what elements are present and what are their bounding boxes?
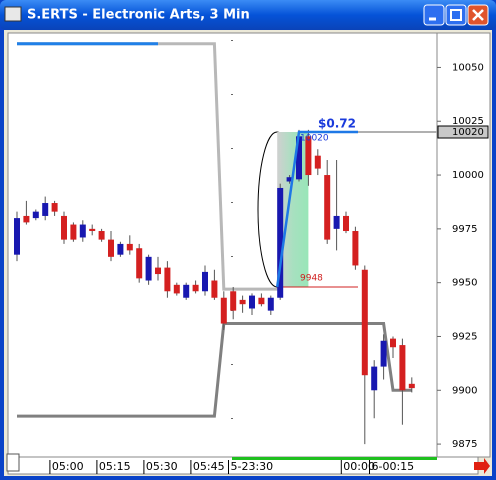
- maximize-button[interactable]: [445, 4, 467, 26]
- candle-body: [314, 155, 321, 169]
- candle-body: [390, 338, 396, 348]
- price-marker-box: [437, 125, 489, 139]
- y-tick-label: 9975: [452, 224, 477, 235]
- scroll-handle[interactable]: [6, 453, 20, 472]
- candle-body: [258, 297, 265, 305]
- y-tick-label: 9900: [452, 385, 477, 396]
- candle-body: [333, 215, 340, 229]
- y-tick-label: 10050: [452, 62, 484, 73]
- price-axis: [436, 32, 491, 458]
- candle-body: [192, 284, 199, 292]
- candle-body: [79, 224, 86, 238]
- candle-body: [239, 299, 246, 305]
- session-bar: [232, 457, 437, 460]
- price-marker-label: 10020: [452, 127, 484, 138]
- candle-body: [164, 267, 171, 292]
- window-title: S.ERTS - Electronic Arts, 3 Min: [27, 8, 250, 23]
- candle-body: [51, 203, 58, 212]
- candle-body: [117, 243, 124, 255]
- candle-body: [296, 136, 302, 180]
- candle-body: [23, 215, 30, 223]
- y-tick-label: 9875: [452, 439, 477, 450]
- y-tick-label: 10025: [452, 116, 484, 127]
- x-tick-label: 6-00:15: [372, 460, 415, 473]
- candle-body: [371, 366, 378, 391]
- candle-body: [61, 215, 67, 240]
- candle-body: [70, 224, 77, 240]
- y-tick-label: 9925: [452, 331, 477, 342]
- candle-body: [230, 291, 237, 311]
- candle-body: [136, 248, 143, 279]
- x-tick-label: 05:45: [193, 460, 225, 473]
- candle-body: [108, 239, 114, 257]
- app-icon: [4, 6, 22, 22]
- candle-body: [249, 295, 255, 309]
- candle-body: [305, 136, 312, 176]
- candle-body: [42, 203, 49, 216]
- candle-body: [98, 231, 105, 240]
- candle-body: [202, 271, 208, 292]
- candle-body: [286, 177, 293, 182]
- candle-body: [361, 269, 368, 376]
- window-buttons[interactable]: [423, 4, 489, 26]
- plot: 9875 9900 9925 9950 9975 10000 10025 10050 05:00…: [14, 42, 489, 474]
- candle-body: [183, 284, 190, 298]
- measure-high-label: 10020: [300, 134, 329, 144]
- x-tick-label: 5-23:30: [231, 460, 274, 473]
- candle-body: [145, 256, 152, 281]
- measure-low-label: 9948: [300, 273, 323, 283]
- candle-body: [220, 297, 227, 324]
- minimize-button[interactable]: [423, 4, 445, 26]
- y-tick-label: 9950: [452, 278, 477, 289]
- candle-body: [32, 211, 39, 219]
- candle-body: [399, 345, 406, 391]
- candle-body: [173, 284, 180, 294]
- y-tick-label: 10000: [452, 170, 484, 181]
- scroll-arrow[interactable]: [474, 458, 490, 474]
- x-tick-label: 00:00: [343, 460, 375, 473]
- x-tick-label: 05:15: [99, 460, 131, 473]
- measure-label: $0.72: [318, 117, 356, 131]
- candle-body: [14, 218, 20, 255]
- candle-body: [126, 243, 133, 251]
- candle-body: [277, 187, 284, 298]
- x-tick-label: 05:30: [146, 460, 178, 473]
- candle-body: [408, 383, 415, 389]
- candle-body: [267, 297, 274, 311]
- candle-body: [211, 280, 218, 298]
- candle-body: [89, 228, 96, 232]
- measure-line: [275, 130, 358, 288]
- candle-body: [380, 340, 387, 367]
- candle-body: [155, 267, 161, 275]
- candle-body: [343, 215, 349, 232]
- title-bar: [0, 0, 496, 30]
- x-tick-label: 05:00: [52, 460, 84, 473]
- candle-body: [352, 231, 359, 266]
- candle-body: [324, 175, 331, 240]
- indicator-line: [17, 322, 412, 418]
